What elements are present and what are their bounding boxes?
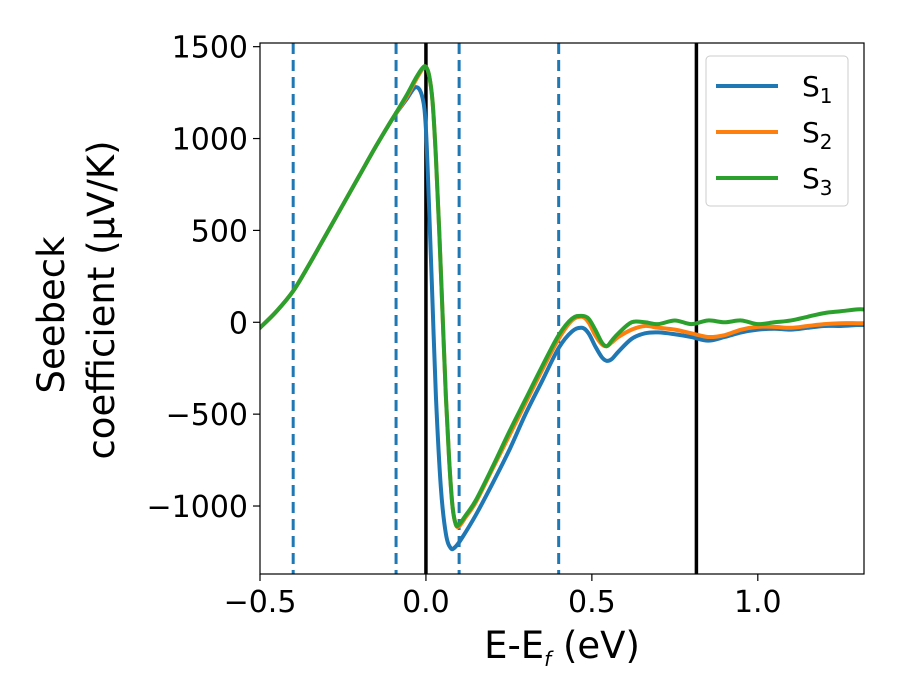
x-axis-title: E-Ef (eV) [484, 624, 640, 671]
y-axis: 1500 1000 500 0 −500 −1000 [147, 31, 260, 525]
x-tick-label: 0.0 [402, 585, 450, 620]
x-axis: −0.5 0.0 0.5 1.0 [224, 574, 782, 620]
legend-label-s3: S3 [802, 162, 833, 200]
x-axis-title-sub: f [544, 647, 554, 671]
y-axis-title: Seebeck coefficient (μV/K) [30, 140, 123, 459]
legend-label-s1: S1 [802, 70, 833, 108]
legend-label-s2: S2 [802, 116, 833, 154]
x-axis-title-tail: (eV) [551, 624, 640, 667]
series-lines [260, 64, 864, 552]
series-line-s3 [260, 64, 864, 529]
y-tick-label: −500 [166, 398, 248, 433]
x-axis-title-main: E-E [484, 624, 544, 667]
x-tick-label: 1.0 [734, 585, 782, 620]
y-tick-label: 500 [191, 214, 248, 249]
x-tick-label: −0.5 [224, 585, 297, 620]
legend: S1 S2 S3 [705, 55, 849, 207]
reference-lines [291, 43, 699, 574]
y-tick-label: −1000 [147, 490, 248, 525]
y-tick-label: 1500 [172, 31, 248, 66]
x-tick-label: 0.5 [568, 585, 616, 620]
y-tick-label: 1000 [172, 123, 248, 158]
y-tick-label: 0 [229, 306, 248, 341]
y-axis-title-line2: coefficient (μV/K) [80, 140, 123, 459]
y-axis-title-line1: Seebeck [30, 236, 73, 394]
plot-frame [259, 42, 865, 575]
